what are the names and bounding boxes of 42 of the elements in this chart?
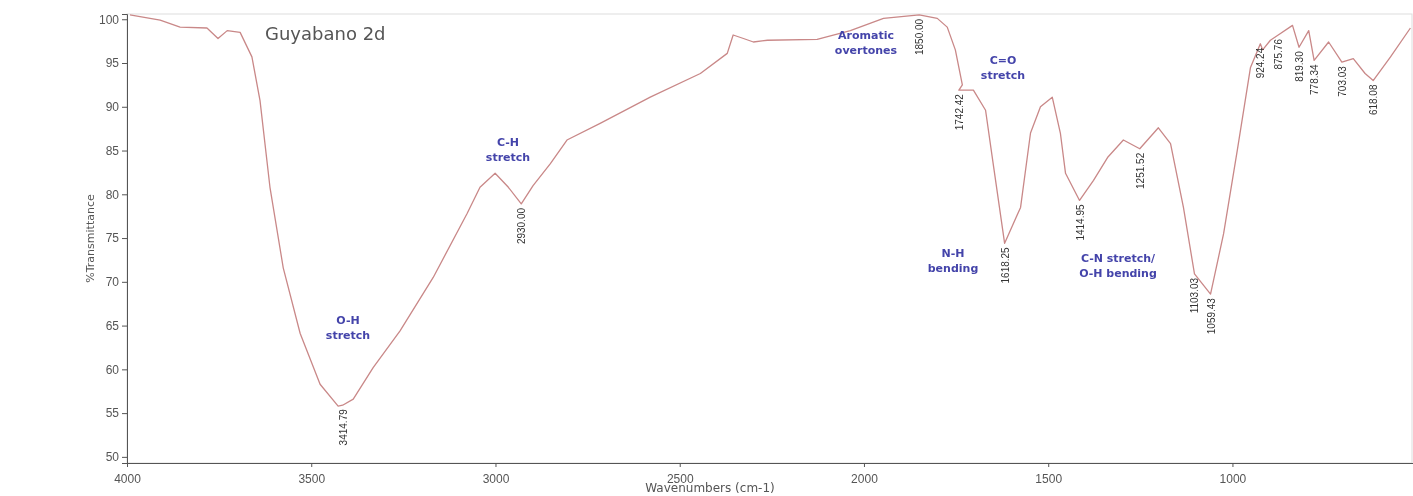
y-tick-label: 90 [105,100,120,115]
annotation: C-H stretch [485,136,531,164]
annotation: 1742.42 [953,93,965,131]
y-tick-label: 80 [105,187,120,202]
y-tick-label: 85 [105,143,120,158]
annotation: O-H stretch [325,314,371,342]
x-tick-label: 3000 [482,472,510,487]
annotation: 924.24 [1255,47,1267,79]
y-tick-label: 60 [105,362,120,377]
y-tick-label: 55 [105,406,120,421]
annotation: 1059.43 [1205,297,1217,335]
text: Guyabano 2d [265,23,386,44]
annotation: 1251.52 [1134,152,1146,189]
x-tick-label: 4000 [114,472,142,487]
annotation: 778.34 [1309,63,1321,95]
annotation: 819.30 [1294,50,1306,82]
annotation: 1103.03 [1189,277,1201,314]
annotation: 1850.00 [914,18,926,56]
annotation: 618.08 [1368,84,1380,116]
annotation: N-H bending [927,247,979,275]
x-axis-title: Wavenumbers (cm-1) [645,481,775,495]
annotation: C=O stretch [980,54,1026,82]
annotation: 3414.79 [337,408,349,446]
y-tick-label: 65 [105,318,120,333]
y-tick-label: 50 [105,450,120,465]
x-tick-label: 2000 [851,472,879,487]
annotation: C-N stretch/ O-H bending [1079,252,1157,280]
y-tick-label: 100 [98,12,120,27]
x-tick-label: 3500 [298,472,326,487]
annotation: 703.03 [1336,65,1348,97]
annotation: 2930.00 [516,207,528,245]
annotation: 1618.25 [999,246,1011,284]
annotation: 1414.95 [1074,204,1086,241]
y-tick-label: 70 [105,275,120,290]
y-tick-label: 95 [105,56,120,71]
annotation: Aromatic overtones [834,29,898,57]
y-axis-title: %Transmittance [84,194,97,283]
y-tick-label: 75 [105,231,120,246]
x-tick-label: 1000 [1219,472,1247,487]
line-series [129,14,1412,407]
annotation: 875.76 [1273,38,1285,70]
x-tick-label: 1500 [1035,472,1063,487]
